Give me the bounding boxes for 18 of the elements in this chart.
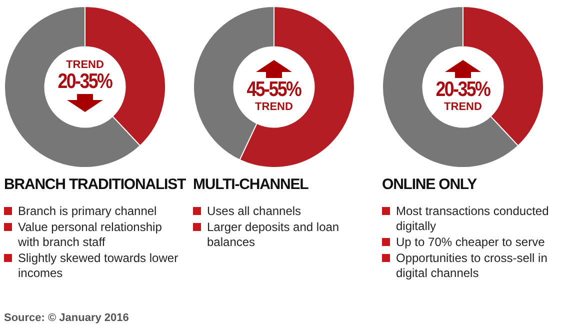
text: Slightly skewed towards lower incomes	[18, 251, 178, 280]
text: 20-35%	[436, 78, 490, 101]
text: Larger deposits and loan balances	[207, 220, 340, 249]
text: Most transactions conducted digitally	[396, 204, 549, 233]
text: TREND	[66, 59, 104, 71]
source-note: Source: © January 2016	[4, 312, 129, 324]
text: Up to 70% cheaper to serve	[396, 235, 545, 249]
text: Uses all channels	[207, 204, 302, 218]
text: MULTI-CHANNEL	[193, 176, 308, 193]
text: ONLINE ONLY	[382, 176, 477, 193]
text: 20-35%	[58, 70, 112, 93]
text: TREND	[444, 101, 482, 113]
text: TREND	[255, 101, 293, 113]
text: Value personal relationship with branch staff	[18, 220, 162, 249]
text: Opportunities to cross-sell in digital channels	[396, 251, 548, 280]
text: BRANCH TRADITIONALIST	[4, 176, 186, 193]
text: Branch is primary channel	[18, 204, 157, 218]
text: 45-55%	[247, 78, 301, 101]
